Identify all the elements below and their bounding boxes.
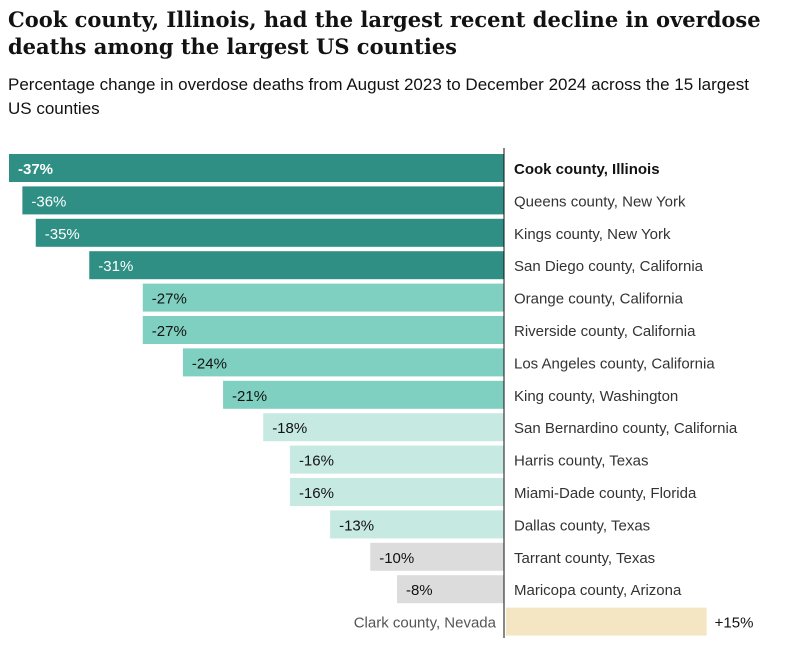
bar (182, 348, 504, 377)
bar (142, 283, 504, 312)
bar (142, 316, 504, 344)
value-label: -16% (299, 485, 334, 502)
value-label: -36% (31, 193, 66, 210)
chart-title: Cook county, Illinois, had the largest r… (8, 7, 761, 59)
value-label: -27% (152, 323, 187, 340)
bar (370, 542, 504, 571)
category-label: Los Angeles county, California (514, 355, 715, 372)
bar (289, 478, 504, 506)
category-label: Dallas county, Texas (514, 517, 650, 534)
bar (263, 413, 504, 442)
category-label: Queens county, New York (514, 193, 686, 210)
chart-subtitle: Percentage change in overdose deaths fro… (8, 75, 749, 118)
value-label: -35% (45, 226, 80, 243)
category-label: Maricopa county, Arizona (514, 582, 682, 599)
bar (22, 186, 504, 215)
category-label: King county, Washington (514, 388, 678, 405)
bar (9, 154, 504, 182)
category-label: Harris county, Texas (514, 453, 649, 470)
value-label: -31% (98, 258, 133, 275)
value-label: -24% (192, 355, 227, 372)
category-label: Cook county, Illinois (514, 161, 660, 178)
category-label: Clark county, Nevada (354, 615, 497, 632)
bar (330, 510, 504, 539)
value-label: +15% (715, 615, 754, 632)
category-label: San Bernardino county, California (514, 420, 738, 437)
bar (223, 380, 504, 409)
value-label: -37% (18, 161, 53, 178)
category-label: Miami-Dade county, Florida (514, 485, 697, 502)
value-label: -16% (299, 453, 334, 470)
bar (89, 251, 505, 280)
bar (289, 445, 504, 474)
value-label: -10% (379, 550, 414, 567)
category-label: Tarrant county, Texas (514, 550, 655, 567)
value-label: -27% (152, 291, 187, 308)
value-label: -8% (406, 582, 433, 599)
category-label: Riverside county, California (514, 323, 696, 340)
bar (35, 218, 505, 247)
category-label: San Diego county, California (514, 258, 704, 275)
category-label: Kings county, New York (514, 226, 671, 243)
bar (506, 607, 707, 636)
value-label: -21% (232, 388, 267, 405)
category-label: Orange county, California (514, 291, 684, 308)
bar (396, 575, 504, 604)
value-label: -13% (339, 517, 374, 534)
value-label: -18% (272, 420, 307, 437)
